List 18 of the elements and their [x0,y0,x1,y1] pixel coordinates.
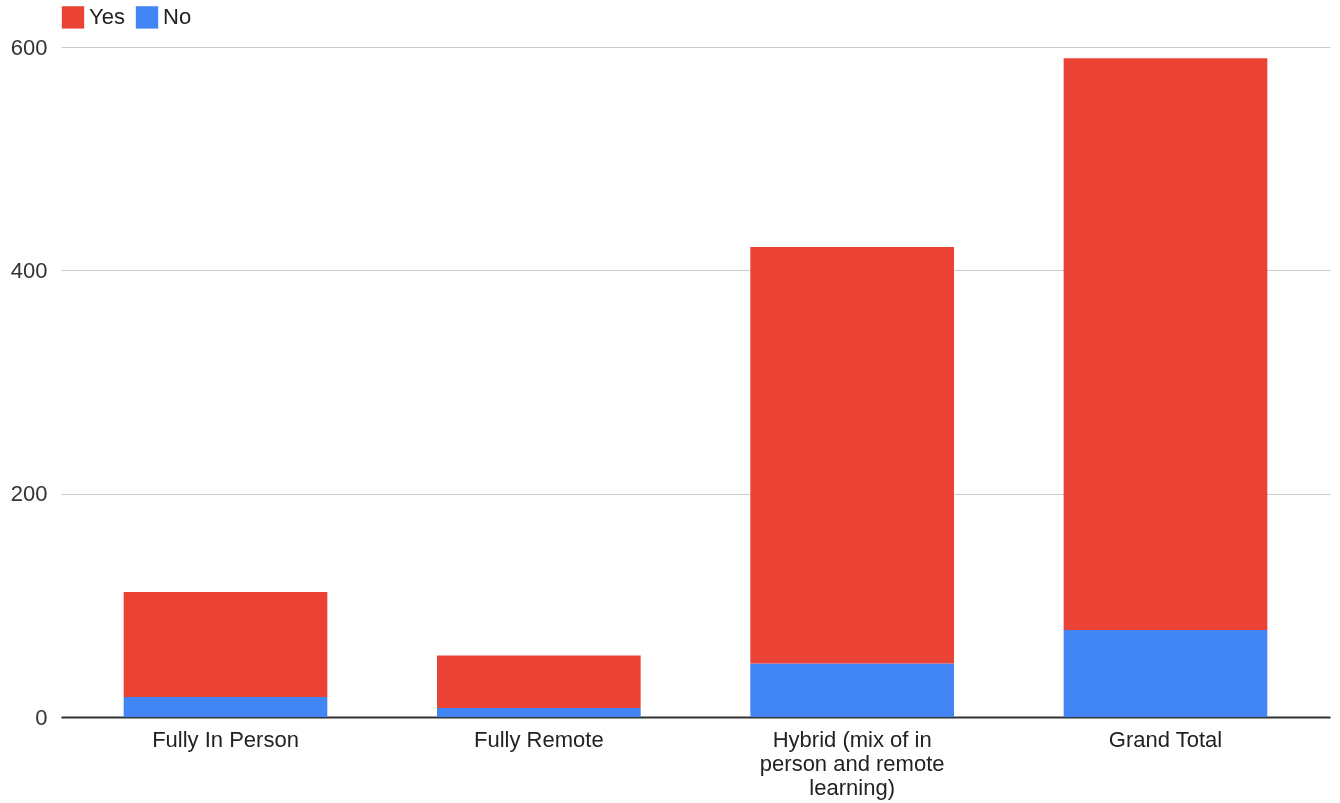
bar [123,696,328,717]
x-tick-label: Fully Remote [474,726,604,752]
bar [123,591,328,697]
legend-label: No [163,4,192,30]
x-tick-label: Fully In Person [152,726,299,752]
y-tick-label: 600 [10,34,48,60]
y-tick-label: 400 [10,257,48,283]
bar [1063,629,1268,717]
bar [437,655,641,709]
y-tick-label: 200 [10,481,48,507]
x-tick-label: Grand Total [1108,726,1223,752]
legend-label: Yes [89,4,125,30]
y-tick-label: 0 [35,704,48,730]
bar [437,708,641,717]
bar [750,246,954,664]
bar [1063,58,1268,630]
bar [750,663,954,717]
x-tick-label: Hybrid (mix of in person and remote learning) [759,726,945,800]
